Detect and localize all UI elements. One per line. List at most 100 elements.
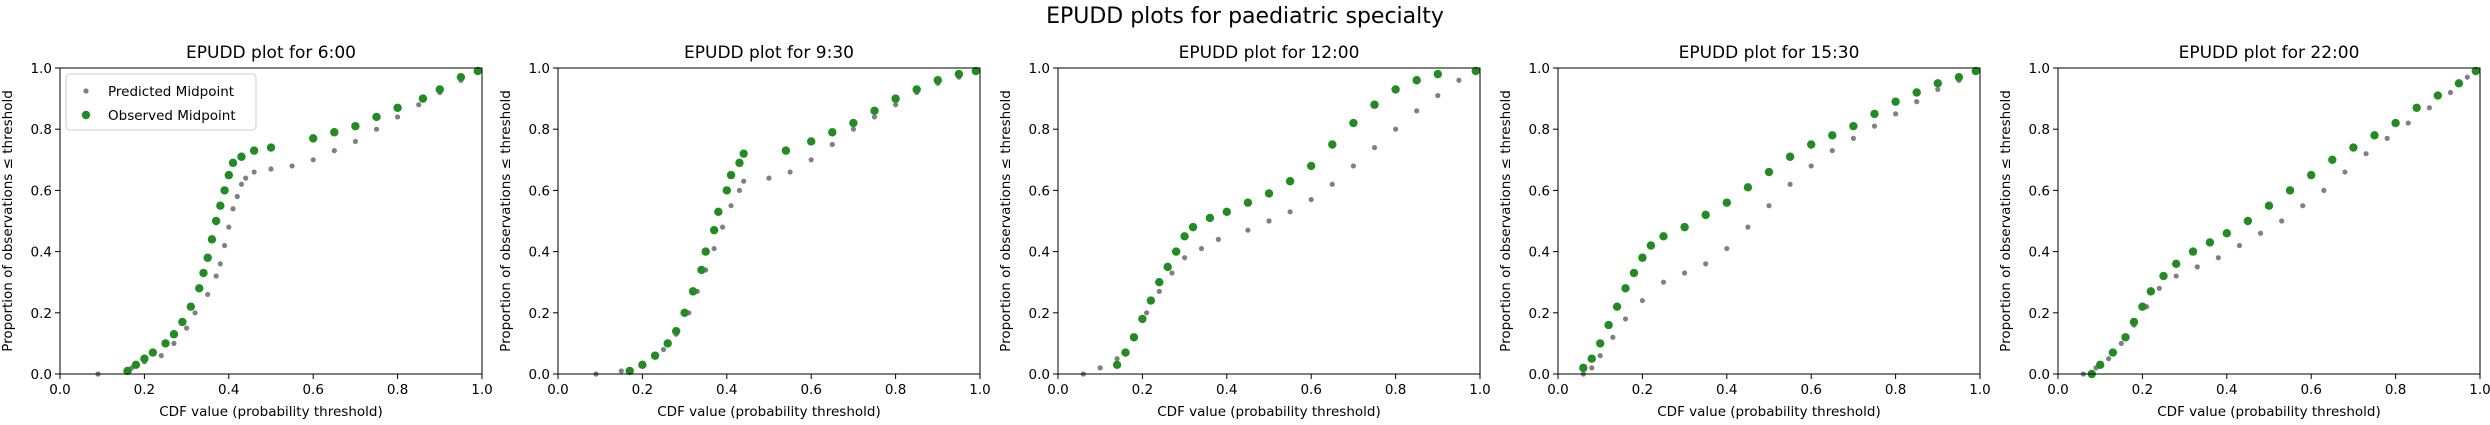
predicted-point	[373, 126, 380, 132]
observed-point	[1121, 348, 1130, 357]
x-axis-label: CDF value (probability threshold)	[159, 404, 382, 420]
plot-frame	[1557, 67, 1981, 375]
observed-point	[330, 128, 339, 137]
y-tick-label: 0.2	[1029, 306, 1050, 322]
observed-point	[249, 146, 259, 155]
observed-point	[701, 247, 710, 256]
x-tick-label: 0.4	[218, 382, 239, 398]
observed-point	[1659, 232, 1668, 241]
observed-point	[1285, 177, 1295, 186]
observed-point	[650, 351, 660, 360]
predicted-point	[787, 169, 793, 175]
observed-point	[2471, 66, 2480, 76]
y-tick-label: 0.2	[2029, 306, 2050, 322]
x-axis-label: CDF value (probability threshold)	[657, 404, 880, 420]
observed-point	[697, 265, 706, 275]
observed-point	[1471, 66, 1480, 76]
y-tick-label: 0.8	[31, 122, 52, 138]
y-axis-label: Proportion of observations ≤ threshold	[498, 90, 514, 352]
y-tick-label: 0.0	[31, 367, 52, 383]
y-tick-label: 0.6	[1529, 183, 1550, 199]
predicted-point	[2236, 242, 2243, 249]
observed-point	[1954, 72, 1964, 82]
observed-point	[1112, 360, 1122, 370]
y-axis-label: Proportion of observations ≤ threshold	[998, 90, 1014, 352]
x-tick-label: 0.6	[1800, 382, 1821, 398]
observed-point	[1579, 363, 1588, 373]
observed-point	[1243, 198, 1253, 207]
predicted-point	[352, 138, 358, 145]
predicted-point	[2363, 151, 2369, 157]
observed-point	[1138, 314, 1147, 324]
predicted-point	[251, 169, 257, 175]
predicted-point	[736, 187, 743, 193]
observed-point	[714, 207, 723, 217]
observed-point	[1188, 222, 1198, 232]
observed-point	[199, 268, 208, 278]
predicted-point	[2257, 230, 2264, 236]
predicted-point	[1589, 365, 1595, 371]
x-tick-label: 0.0	[2047, 382, 2068, 398]
observed-point	[954, 69, 964, 79]
y-tick-label: 1.0	[1529, 61, 1550, 77]
legend: Predicted Midpoint Observed Midpoint	[65, 73, 257, 131]
predicted-point	[728, 203, 734, 209]
observed-point	[1849, 121, 1858, 131]
observed-point	[2264, 201, 2274, 210]
predicted-point	[1745, 224, 1751, 230]
observed-point	[228, 158, 238, 168]
observed-point	[807, 137, 816, 146]
observed-point	[1163, 262, 1172, 272]
y-tick-label: 0.8	[2029, 122, 2050, 138]
observed-point	[735, 158, 744, 168]
y-tick-label: 0.6	[1029, 183, 1050, 199]
predicted-point	[1156, 288, 1162, 294]
predicted-point	[1097, 365, 1103, 371]
predicted-point	[289, 163, 295, 169]
predicted-point	[238, 181, 245, 187]
predicted-point	[1829, 148, 1835, 154]
observed-point	[1621, 284, 1630, 293]
observed-point	[1264, 189, 1274, 198]
predicted-point	[2300, 203, 2306, 209]
observed-point	[2108, 348, 2118, 357]
x-tick-label: 0.8	[387, 382, 408, 398]
observed-point	[2171, 259, 2181, 269]
observed-point	[351, 121, 360, 131]
observed-point	[186, 302, 196, 311]
predicted-point	[2194, 264, 2200, 270]
y-tick-label: 0.2	[529, 306, 550, 322]
observed-point	[1785, 152, 1795, 161]
y-tick-label: 0.2	[31, 306, 52, 322]
subplot-4: EPUDD plot for 15:30 0.0 0.2 0.4 0.6 0.8 1.0 0.…	[1498, 43, 1991, 420]
y-tick-label: 0.8	[529, 122, 550, 138]
predicted-point	[1435, 92, 1441, 99]
predicted-point	[1266, 218, 1272, 224]
x-tick-label: 0.6	[302, 382, 323, 398]
observed-point	[1828, 131, 1837, 140]
observed-point	[216, 201, 225, 210]
observed-point	[2205, 238, 2215, 247]
x-tick-label: 0.8	[2385, 382, 2406, 398]
observed-point	[224, 170, 233, 180]
observed-point	[1612, 302, 1622, 311]
observed-point	[912, 85, 921, 94]
predicted-point	[221, 242, 228, 249]
predicted-point	[1787, 181, 1793, 187]
x-tick-label: 0.4	[716, 382, 737, 398]
x-tick-label: 0.2	[1632, 382, 1653, 398]
observed-point	[2243, 216, 2253, 226]
observed-point	[933, 76, 942, 85]
observed-point	[1171, 247, 1181, 256]
legend-box	[65, 73, 257, 131]
observed-point	[131, 360, 141, 370]
predicted-point	[871, 114, 878, 120]
x-tick-label: 0.2	[1132, 382, 1153, 398]
predicted-point	[243, 175, 249, 181]
observed-point	[638, 360, 647, 370]
observed-point	[1129, 333, 1139, 342]
predicted-point	[1610, 334, 1616, 340]
predicted-point	[1808, 163, 1814, 169]
predicted-point	[2173, 273, 2179, 279]
